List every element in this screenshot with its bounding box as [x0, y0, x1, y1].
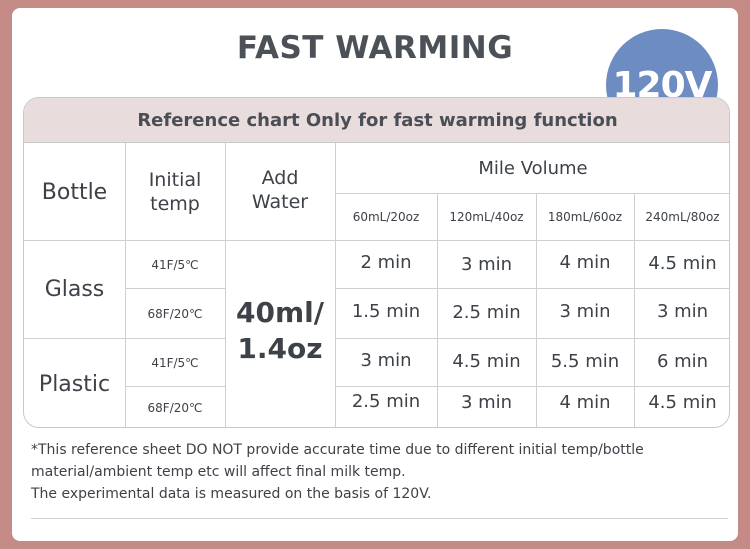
time-cell: 2 min	[360, 252, 412, 273]
time-cell: 3 min	[460, 392, 513, 413]
time-cell: 3 min	[656, 301, 709, 322]
grid-line	[24, 338, 225, 339]
reference-table: Reference chart Only for fast warming fu…	[23, 97, 730, 428]
time-cell: 3 min	[360, 350, 412, 371]
volume-120: 120mL/40oz	[449, 210, 524, 224]
time-cell: 2.5 min	[351, 391, 421, 412]
grid-line	[335, 386, 729, 387]
header-add-line1: Add	[261, 167, 299, 189]
note-line: *This reference sheet DO NOT provide acc…	[31, 442, 644, 458]
grid-line	[335, 338, 729, 339]
volume-240: 240mL/80oz	[645, 210, 720, 224]
grid-line	[335, 288, 729, 289]
disclaimer-note: *This reference sheet DO NOT provide acc…	[31, 439, 731, 505]
grid-line	[536, 193, 537, 427]
volume-180: 180mL/60oz	[547, 210, 623, 224]
temp-cell: 68F/20℃	[147, 401, 203, 415]
material-plastic: Plastic	[38, 371, 111, 397]
time-cell: 4 min	[559, 252, 611, 273]
grid-line	[335, 193, 729, 194]
time-cell: 3 min	[460, 254, 513, 275]
grid-line	[437, 193, 438, 427]
grid-line	[125, 288, 225, 289]
add-water-line2: 1.4oz	[237, 332, 323, 365]
time-cell: 4.5 min	[452, 351, 521, 372]
time-cell: 6 min	[656, 351, 709, 372]
header-add-line2: Water	[251, 191, 309, 213]
temp-cell: 68F/20℃	[147, 306, 203, 321]
table-subtitle: Reference chart Only for fast warming fu…	[24, 98, 729, 143]
time-cell: 4.5 min	[648, 253, 717, 274]
temp-cell: 41F/5℃	[151, 355, 199, 370]
add-water-line1: 40ml/	[236, 296, 324, 329]
header-volume: Mile Volume	[478, 158, 588, 179]
grid-line	[225, 143, 226, 427]
header-initial-line1: Initial	[148, 169, 202, 191]
grid-line	[335, 143, 336, 427]
header-initial-line2: temp	[150, 193, 200, 215]
grid-line	[125, 386, 225, 387]
grid-line	[24, 240, 729, 241]
time-cell: 1.5 min	[351, 301, 421, 322]
time-cell: 4.5 min	[648, 392, 717, 413]
divider	[31, 518, 728, 519]
volume-60: 60mL/20oz	[352, 210, 420, 224]
page-title: FAST WARMING	[236, 30, 514, 66]
grid-line	[125, 143, 126, 427]
header-add-water: Add Water	[225, 144, 335, 240]
temp-cell: 41F/5℃	[151, 257, 199, 272]
time-cell: 5.5 min	[550, 351, 620, 372]
time-cell: 3 min	[559, 301, 611, 322]
note-line: material/ambient temp etc will affect fi…	[31, 464, 406, 480]
header-initial-temp: Initial temp	[125, 144, 225, 240]
material-glass: Glass	[44, 277, 105, 302]
time-cell: 4 min	[559, 392, 611, 413]
header-bottle: Bottle	[41, 179, 108, 205]
add-water-amount: 40ml/ 1.4oz	[225, 241, 335, 427]
grid-line	[634, 193, 635, 427]
time-cell: 2.5 min	[452, 302, 521, 323]
note-line: The experimental data is measured on the…	[31, 486, 432, 502]
